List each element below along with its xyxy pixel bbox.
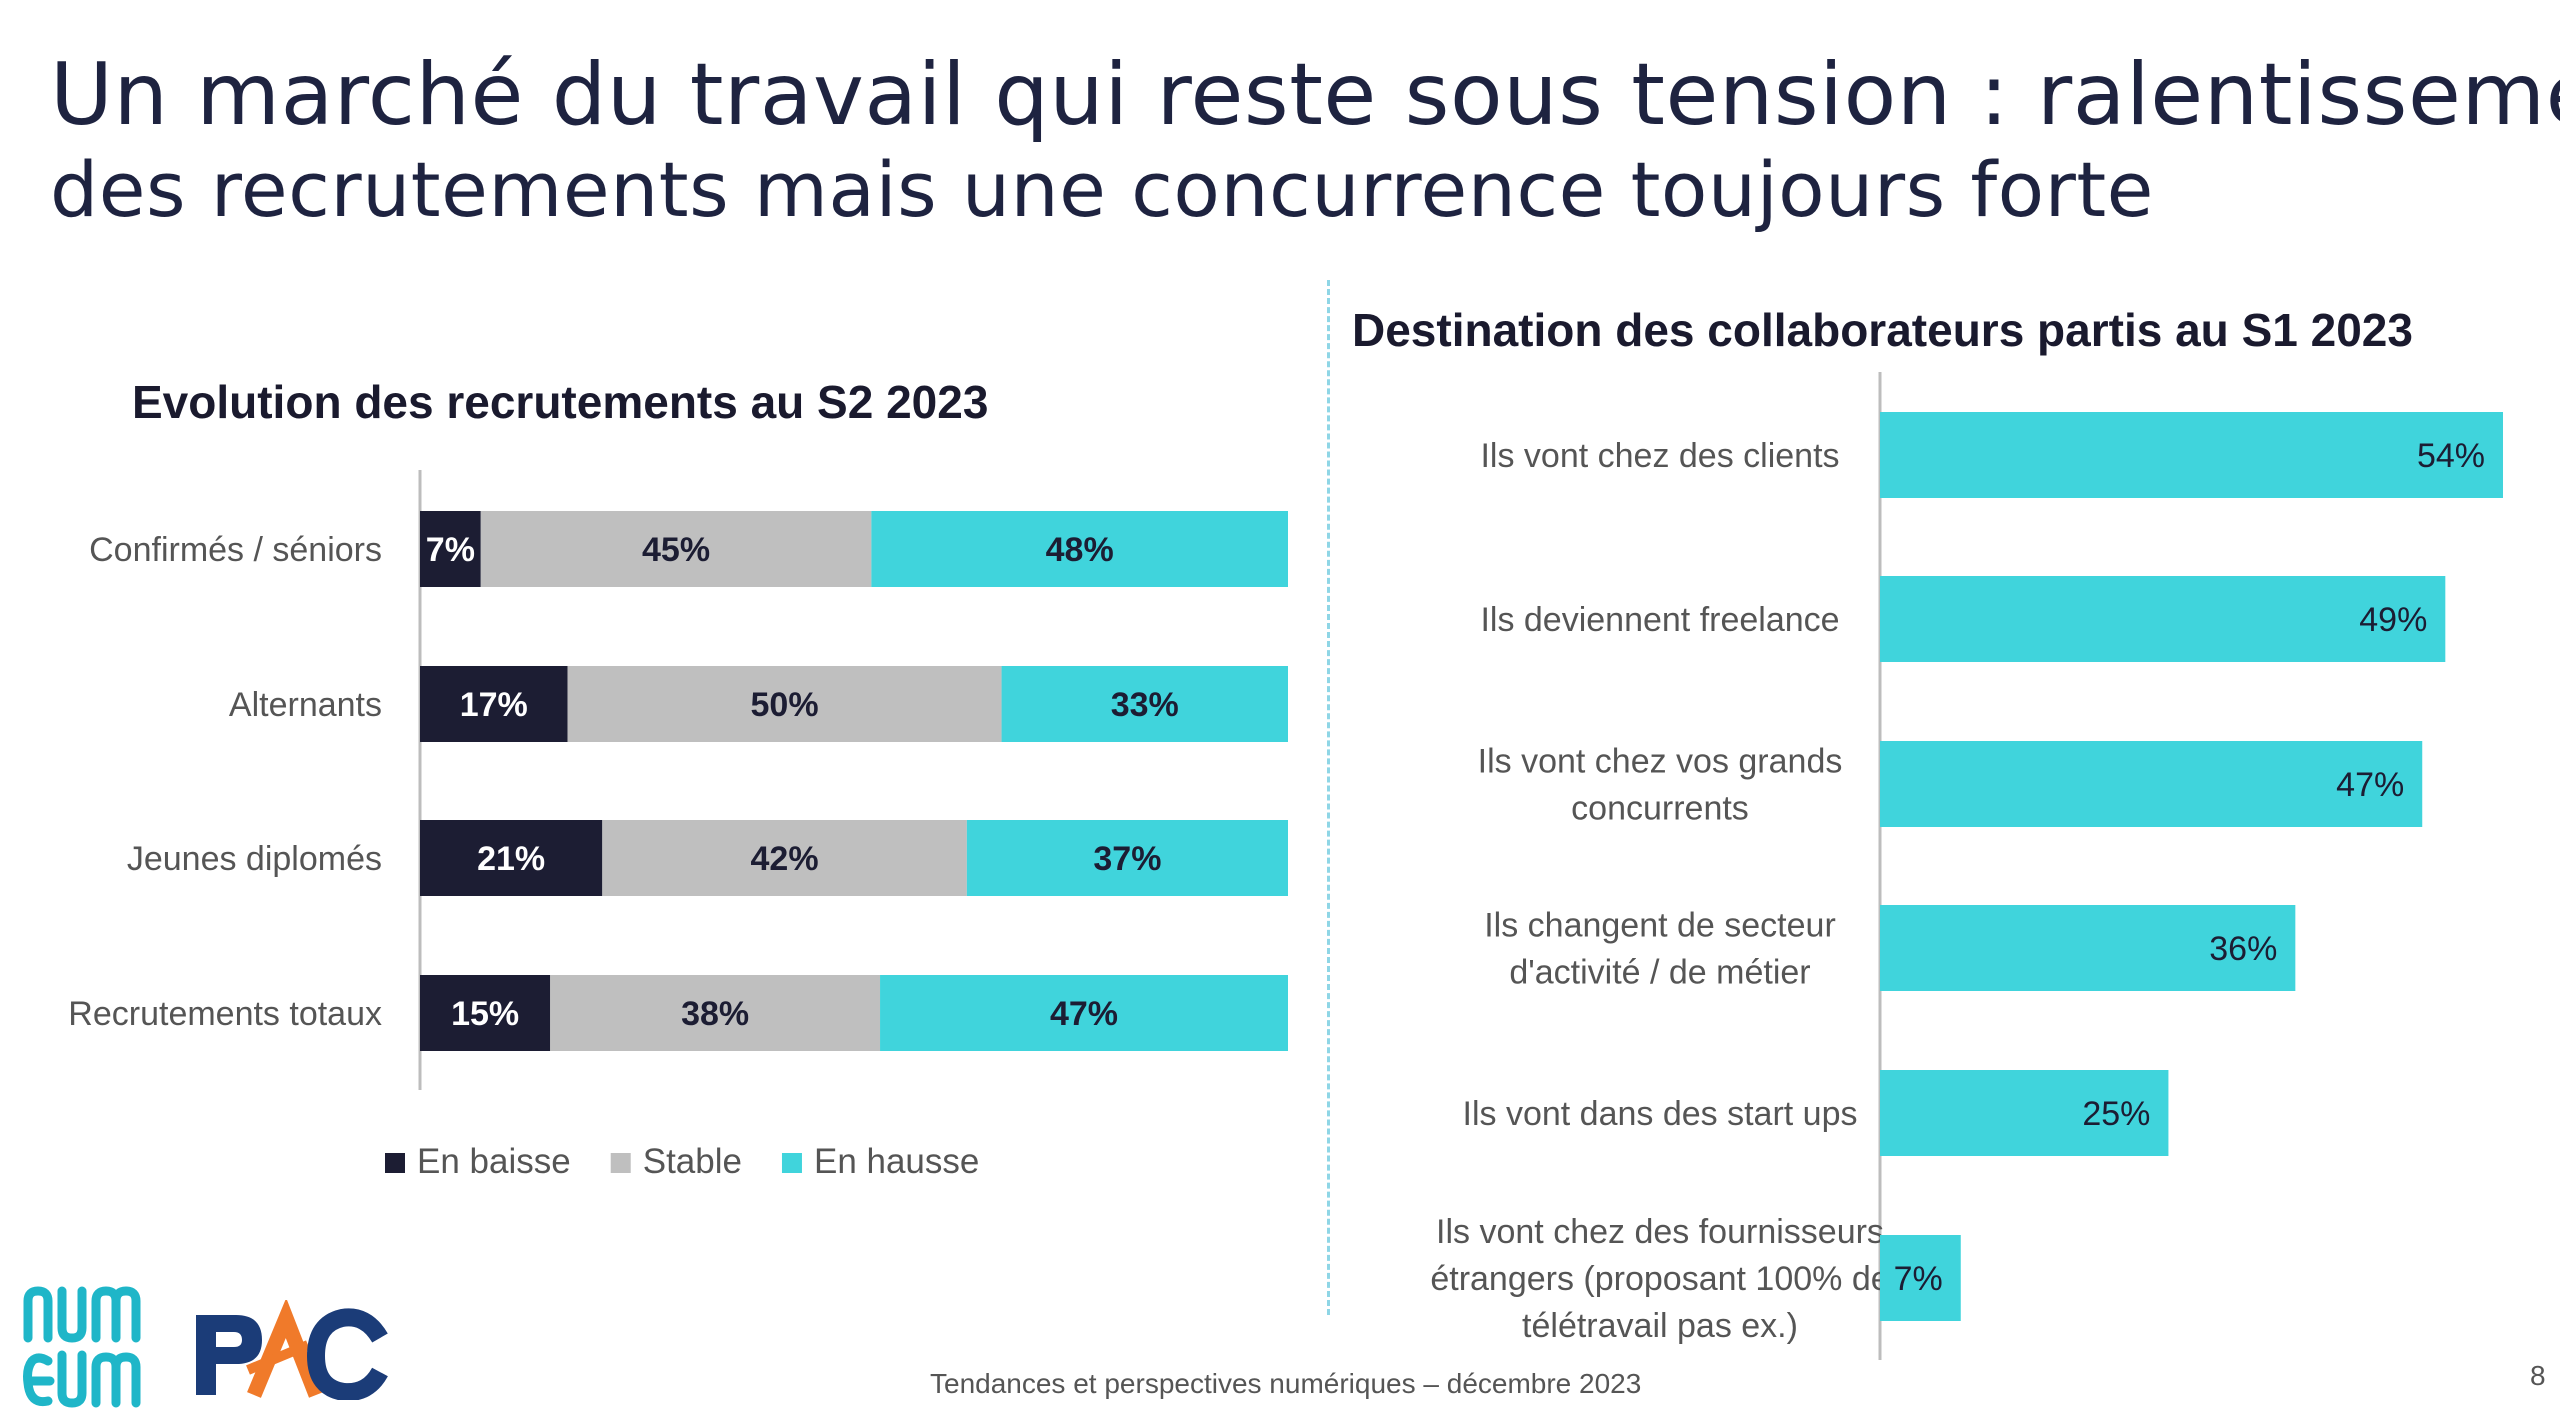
pac-logo bbox=[188, 1300, 388, 1400]
left-chart-bar-segment bbox=[1001, 666, 1288, 742]
left-chart-data-label: 21% bbox=[477, 840, 545, 878]
left-chart-data-label: 15% bbox=[451, 995, 519, 1033]
left-chart-data-label: 7% bbox=[426, 531, 475, 569]
legend-label: En hausse bbox=[814, 1142, 979, 1181]
slide-title-line2: des recrutements mais une concurrence to… bbox=[50, 145, 2154, 234]
panel-divider bbox=[1327, 280, 1330, 1315]
left-chart-data-label: 50% bbox=[751, 686, 819, 724]
left-chart-bar-segment bbox=[420, 820, 603, 896]
left-chart-bar-segment bbox=[420, 666, 568, 742]
left-chart-category-label: Alternants bbox=[229, 686, 382, 724]
left-chart-bar-segment bbox=[550, 975, 881, 1051]
right-chart-data-label: 7% bbox=[1894, 1260, 1943, 1298]
right-chart-category-label: Ils vont chez des clients bbox=[1480, 437, 1839, 475]
right-chart-data-label: 54% bbox=[2417, 437, 2485, 475]
right-chart-bar bbox=[1880, 1070, 2169, 1156]
left-chart-bar-segment bbox=[880, 975, 1288, 1051]
left-chart-category-label: Recrutements totaux bbox=[68, 995, 382, 1033]
right-chart-bar bbox=[1880, 905, 2296, 991]
left-chart-data-label: 42% bbox=[751, 840, 819, 878]
right-chart-bar bbox=[1880, 1235, 1961, 1321]
right-chart-bar bbox=[1880, 412, 2503, 498]
legend-swatch bbox=[385, 1153, 405, 1173]
right-chart-category-label: Ils vont chez des fournisseurs étrangers … bbox=[1430, 1213, 1889, 1345]
left-chart-bar-segment bbox=[602, 820, 967, 896]
page-number: 8 bbox=[2530, 1360, 2546, 1391]
left-chart-title: Evolution des recrutements au S2 2023 bbox=[132, 376, 989, 428]
right-chart-bar bbox=[1880, 576, 2446, 662]
left-chart-bar-segment bbox=[966, 820, 1288, 896]
left-chart-bar-segment bbox=[420, 511, 481, 587]
footer-text: Tendances et perspectives numériques – d… bbox=[930, 1368, 1642, 1399]
left-chart-data-label: 37% bbox=[1093, 840, 1161, 878]
left-chart-data-label: 45% bbox=[642, 531, 710, 569]
left-chart-data-label: 38% bbox=[681, 995, 749, 1033]
right-chart-bar bbox=[1880, 741, 2423, 827]
left-chart-bar-segment bbox=[480, 511, 872, 587]
legend-label: Stable bbox=[643, 1142, 742, 1181]
left-chart-category-label: Jeunes diplomés bbox=[127, 840, 382, 878]
right-chart-category-label: Ils vont chez vos grands concurrents bbox=[1478, 743, 1843, 828]
right-chart-title: Destination des collaborateurs partis au… bbox=[1352, 304, 2413, 356]
slide-title: Un marché du travail qui reste sous tens… bbox=[50, 45, 2560, 235]
right-chart-category-label: Ils changent de secteur d'activité / de m… bbox=[1484, 907, 1836, 992]
right-chart-data-label: 36% bbox=[2209, 930, 2277, 968]
right-chart-data-label: 47% bbox=[2336, 766, 2404, 804]
left-chart-bar-segment bbox=[567, 666, 1002, 742]
slide-title-line1: Un marché du travail qui reste sous tens… bbox=[50, 45, 2560, 145]
legend-label: En baisse bbox=[417, 1142, 571, 1181]
left-chart-category-label: Confirmés / séniors bbox=[89, 531, 382, 569]
left-chart-data-label: 33% bbox=[1111, 686, 1179, 724]
right-chart-data-label: 49% bbox=[2359, 601, 2427, 639]
numeum-logo bbox=[22, 1283, 147, 1413]
left-chart-data-label: 47% bbox=[1050, 995, 1118, 1033]
left-chart-data-label: 48% bbox=[1046, 531, 1114, 569]
legend-swatch bbox=[610, 1153, 631, 1173]
right-chart-data-label: 25% bbox=[2082, 1095, 2150, 1133]
left-chart-bar-segment bbox=[420, 975, 551, 1051]
legend-swatch bbox=[781, 1153, 802, 1173]
left-chart-data-label: 17% bbox=[460, 686, 528, 724]
right-chart-category-label: Ils deviennent freelance bbox=[1480, 601, 1839, 639]
left-chart-bar-segment bbox=[871, 511, 1288, 587]
right-chart-category-label: Ils vont dans des start ups bbox=[1463, 1095, 1858, 1133]
